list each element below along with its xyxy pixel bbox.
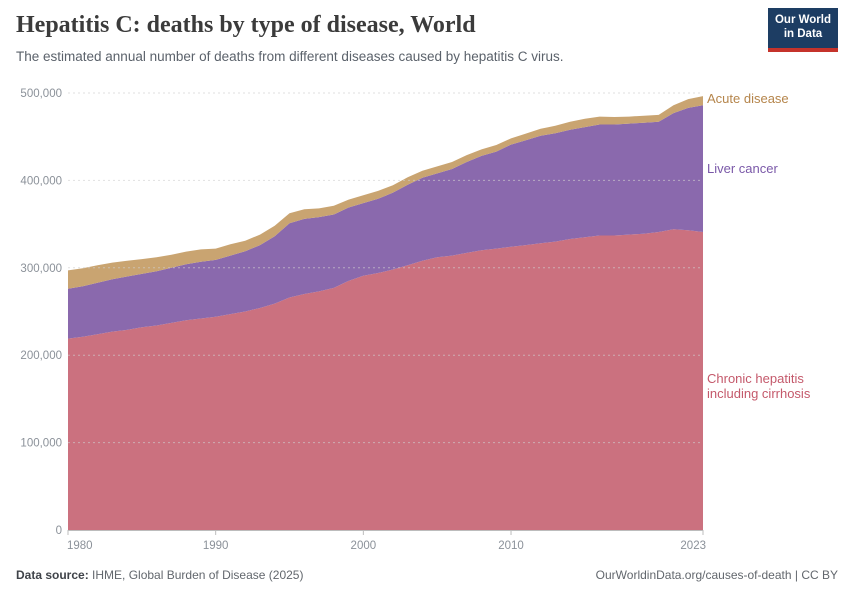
y-tick-label: 400,000 [20,175,62,187]
y-tick-label: 100,000 [20,438,62,450]
area-chronic-hepatitis-including-cirrhosis [68,229,703,531]
owid-logo-box: Our World in Data [768,8,838,48]
data-source-value: IHME, Global Burden of Disease (2025) [88,568,304,582]
page-title: Hepatitis C: deaths by type of disease, … [16,12,476,38]
x-tick-label: 2023 [680,540,706,552]
x-tick-label: 2010 [498,540,524,552]
y-tick-label: 500,000 [20,88,62,100]
footer-link[interactable]: OurWorldinData.org/causes-of-death | CC … [595,568,838,582]
data-source: Data source: IHME, Global Burden of Dise… [16,568,303,582]
logo-line1: Our World [774,14,831,26]
x-tick-label: 2000 [351,540,377,552]
area-liver-cancer [68,105,703,339]
owid-logo[interactable]: Our World in Data [768,8,838,52]
y-tick-label: 0 [56,525,62,537]
x-tick-label: 1980 [67,540,93,552]
data-source-label: Data source: [16,568,89,582]
series-label-chronic-hepatitis[interactable]: Chronic hepatitis including cirrhosis [707,371,811,401]
x-tick-label: 1990 [203,540,229,552]
y-tick-label: 200,000 [20,350,62,362]
area-acute-disease [68,96,703,289]
logo-line2: in Data [783,28,823,41]
logo-red-strip [768,47,838,52]
y-tick-label: 300,000 [20,263,62,275]
page-subtitle: The estimated annual number of deaths fr… [16,49,564,64]
series-label-acute-disease[interactable]: Acute disease [707,91,789,106]
series-label-liver-cancer[interactable]: Liver cancer [707,161,778,176]
